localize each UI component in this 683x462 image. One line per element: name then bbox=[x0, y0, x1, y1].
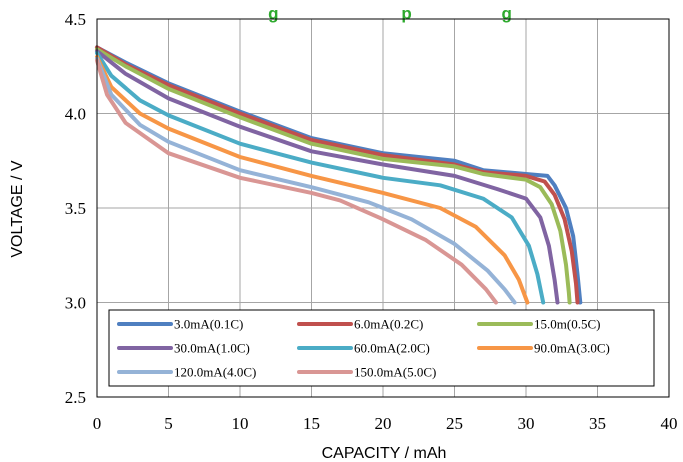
legend-label-3: 30.0mA(1.0C) bbox=[174, 341, 250, 356]
y-tick-label-0: 2.5 bbox=[65, 388, 86, 407]
y-tick-label-2: 3.5 bbox=[65, 199, 86, 218]
plot-area-frame bbox=[96, 18, 670, 398]
x-axis-tick-labels: 0 5 10 15 20 25 30 35 40 bbox=[93, 414, 678, 433]
x-tick-label-7: 35 bbox=[589, 414, 606, 433]
x-tick-label-1: 5 bbox=[164, 414, 173, 433]
y-tick-label-4: 4.5 bbox=[65, 10, 86, 29]
legend: 3.0mA(0.1C) 6.0mA(0.2C) 15.0m(0.5C) 30.0mA(… bbox=[108, 309, 655, 387]
x-tick-label-4: 20 bbox=[375, 414, 392, 433]
series-line-3 bbox=[95, 49, 560, 305]
x-tick-label-6: 30 bbox=[518, 414, 535, 433]
series-line-6 bbox=[95, 56, 517, 305]
y-axis-tick-labels: 2.5 3.0 3.5 4.0 4.5 bbox=[65, 10, 86, 407]
series-line-4 bbox=[95, 51, 546, 305]
legend-label-4: 60.0mA(2.0C) bbox=[354, 341, 430, 356]
y-tick-label-1: 3.0 bbox=[65, 294, 86, 313]
legend-label-0: 3.0mA(0.1C) bbox=[174, 317, 243, 332]
legend-label-5: 90.0mA(3.0C) bbox=[534, 341, 610, 356]
x-tick-label-8: 40 bbox=[661, 414, 678, 433]
y-axis-title: VOLTAGE / V bbox=[9, 160, 26, 258]
legend-label-7: 150.0mA(5.0C) bbox=[354, 365, 436, 380]
legend-label-2: 15.0m(0.5C) bbox=[534, 317, 600, 332]
chart-title: g p g bbox=[268, 4, 512, 23]
series-line-2 bbox=[95, 47, 572, 305]
legend-box bbox=[108, 309, 655, 387]
series-lines bbox=[95, 45, 583, 305]
series-line-7 bbox=[95, 58, 498, 305]
x-tick-label-2: 10 bbox=[232, 414, 249, 433]
legend-label-6: 120.0mA(4.0C) bbox=[174, 365, 256, 380]
x-axis-title: CAPACITY / mAh bbox=[322, 445, 447, 462]
x-tick-label-0: 0 bbox=[93, 414, 102, 433]
x-tick-label-5: 25 bbox=[446, 414, 463, 433]
legend-label-1: 6.0mA(0.2C) bbox=[354, 317, 423, 332]
series-line-5 bbox=[95, 54, 530, 305]
x-tick-label-3: 15 bbox=[303, 414, 320, 433]
y-tick-label-3: 4.0 bbox=[65, 105, 86, 124]
